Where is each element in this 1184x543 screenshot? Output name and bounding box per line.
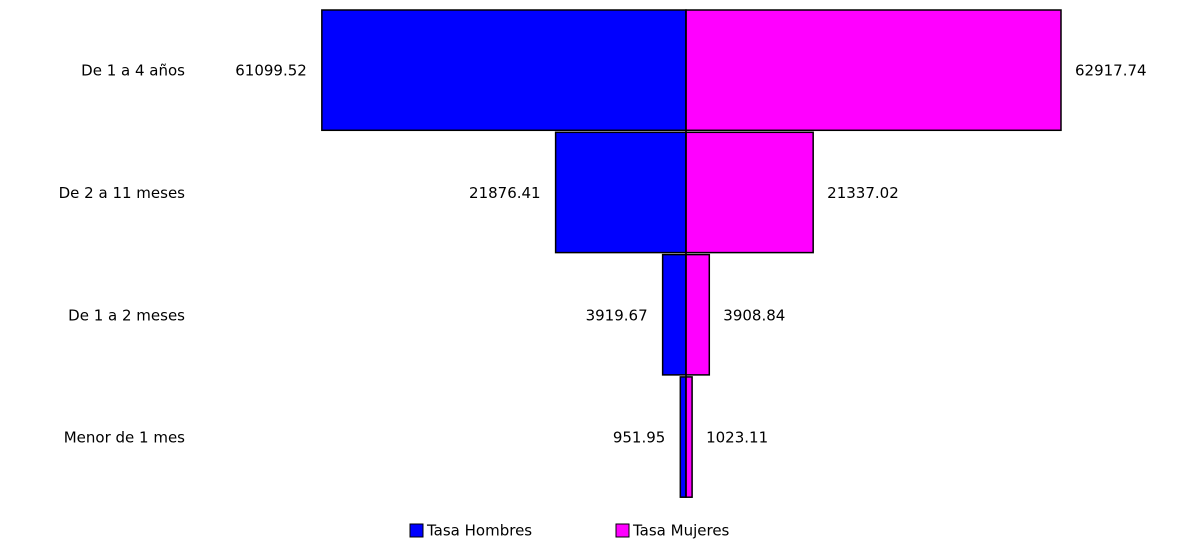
value-label: 1023.11 [706, 429, 768, 447]
legend-label: Tasa Hombres [426, 522, 532, 540]
legend-swatch [615, 523, 630, 538]
legend-label: Tasa Mujeres [632, 522, 730, 540]
value-label: 3908.84 [723, 306, 785, 324]
bar [661, 253, 687, 376]
bar [679, 376, 687, 498]
value-label: 61099.52 [235, 62, 307, 80]
category-label: Menor de 1 mes [64, 429, 185, 447]
value-label: 62917.74 [1075, 62, 1147, 80]
value-label: 21337.02 [827, 184, 899, 202]
value-label: 21876.41 [469, 184, 541, 202]
category-label: De 1 a 2 meses [68, 306, 185, 324]
bar [685, 253, 711, 376]
bar [685, 131, 814, 254]
bar [321, 9, 687, 132]
category-label: De 1 a 4 años [81, 62, 185, 80]
category-label: De 2 a 11 meses [59, 184, 186, 202]
value-label: 951.95 [613, 429, 666, 447]
bar [685, 376, 693, 498]
legend-swatch [409, 523, 424, 538]
bar [554, 131, 687, 254]
bar [685, 9, 1062, 132]
value-label: 3919.67 [586, 306, 648, 324]
